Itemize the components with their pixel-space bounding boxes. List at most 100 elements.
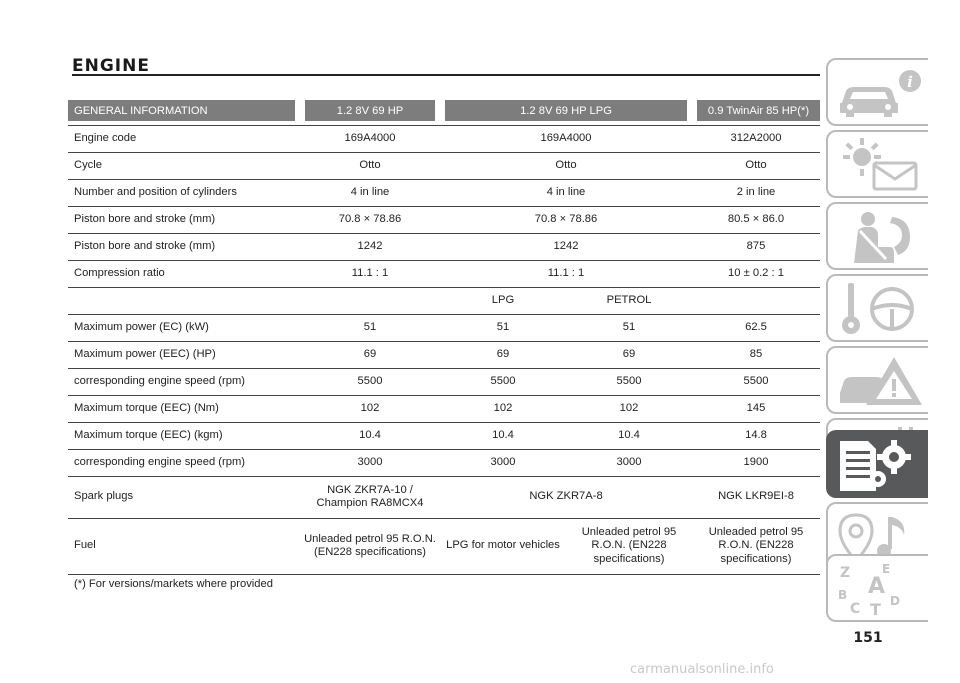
cell-value: 5500: [566, 368, 692, 396]
row-label: Maximum torque (EEC) (kgm): [68, 422, 300, 450]
row-label: corresponding engine speed (rpm): [68, 368, 300, 396]
cell-value: Unleaded petrol 95 R.O.N. (EN228 specifi…: [566, 518, 692, 575]
cell-value: 62.5: [692, 314, 820, 342]
subheader-lpg: LPG: [440, 287, 566, 315]
subheader-petrol: PETROL: [566, 287, 692, 315]
table-row: Maximum power (EEC) (HP) 69 69 69 85: [68, 341, 820, 369]
cell-value: 85: [692, 341, 820, 369]
row-label: Maximum power (EEC) (HP): [68, 341, 300, 369]
cell-value: 10.4: [566, 422, 692, 450]
cell-value: Unleaded petrol 95 R.O.N. (EN228 specifi…: [300, 518, 440, 575]
cell-value: 69: [300, 341, 440, 369]
cell-value: NGK ZKR7A-8: [440, 476, 692, 519]
cell-value: 875: [692, 233, 820, 261]
table-row: Piston bore and stroke (mm) 1242 1242 87…: [68, 233, 820, 261]
cell-value: 4 in line: [440, 179, 692, 207]
cell-value: NGK ZKR7A-10 / Champion RA8MCX4: [300, 476, 440, 519]
car-info-icon: i: [840, 70, 921, 117]
safety-seatbelt-airbag-icon: [854, 212, 910, 263]
table-row: Cycle Otto Otto Otto: [68, 152, 820, 180]
cell-value: 51: [300, 314, 440, 342]
svg-text:B: B: [838, 588, 847, 602]
cell-value: 3000: [300, 449, 440, 477]
cell-value: 69: [566, 341, 692, 369]
cell-value: 51: [440, 314, 566, 342]
table-row: Maximum power (EC) (kW) 51 51 51 62.5: [68, 314, 820, 342]
cell-value: 69: [440, 341, 566, 369]
svg-text:A: A: [868, 574, 885, 599]
cell-value: Otto: [440, 152, 692, 180]
row-label: Number and position of cylinders: [68, 179, 300, 207]
svg-text:D: D: [890, 594, 900, 608]
row-label: Compression ratio: [68, 260, 300, 288]
fuel-subheader-row: LPG PETROL: [68, 287, 820, 315]
header-general-information: GENERAL INFORMATION: [68, 100, 305, 121]
cell-value: 5500: [692, 368, 820, 396]
table-header-row: GENERAL INFORMATION 1.2 8V 69 HP 1.2 8V …: [68, 100, 820, 121]
svg-text:T: T: [870, 600, 881, 619]
table-row: Engine code 169A4000 169A4000 312A2000: [68, 125, 820, 153]
cell-value: 10.4: [440, 422, 566, 450]
cell-value: Otto: [692, 152, 820, 180]
watermark: carmanualsonline.info: [630, 662, 774, 677]
cell-value: 51: [566, 314, 692, 342]
cell-value: 169A4000: [300, 125, 440, 153]
cell-value: 312A2000: [692, 125, 820, 153]
table-row: corresponding engine speed (rpm) 3000 30…: [68, 449, 820, 477]
chapter-tab-starting-driving[interactable]: [826, 274, 928, 342]
page-number: 151: [853, 630, 883, 646]
row-label: Engine code: [68, 125, 300, 153]
header-spacer-row: [68, 121, 820, 126]
cell-value: 70.8 × 78.86: [440, 206, 692, 234]
cell-value: 11.1 : 1: [300, 260, 440, 288]
chapter-tab-technical-specifications[interactable]: [826, 430, 928, 498]
key-steering-wheel-icon: [842, 283, 914, 334]
cell-value: 70.8 × 78.86: [300, 206, 440, 234]
cell-value: 10 ± 0.2 : 1: [692, 260, 820, 288]
row-label: Maximum torque (EEC) (Nm): [68, 395, 300, 423]
row-label: Piston bore and stroke (mm): [68, 206, 300, 234]
table-row: Compression ratio 11.1 : 1 11.1 : 1 10 ±…: [68, 260, 820, 288]
header-1-2-8v-69hp: 1.2 8V 69 HP: [300, 100, 445, 121]
chapter-tab-warning-lights[interactable]: [826, 130, 928, 198]
cell-value: 11.1 : 1: [440, 260, 692, 288]
table-row: Piston bore and stroke (mm) 70.8 × 78.86…: [68, 206, 820, 234]
row-label: Fuel: [68, 518, 300, 575]
cell-value: 102: [440, 395, 566, 423]
table-row: Maximum torque (EEC) (Nm) 102 102 102 14…: [68, 395, 820, 423]
cell-value: 2 in line: [692, 179, 820, 207]
table-row: Maximum torque (EEC) (kgm) 10.4 10.4 10.…: [68, 422, 820, 450]
svg-text:E: E: [882, 562, 890, 576]
cell-value: 5500: [300, 368, 440, 396]
header-0-9-twinair: 0.9 TwinAir 85 HP(*): [692, 100, 820, 121]
title-rule: [72, 74, 820, 76]
cell-value: 10.4: [300, 422, 440, 450]
cell-value: NGK LKR9EI-8: [692, 476, 820, 519]
cell-value: 1242: [440, 233, 692, 261]
alphabetical-index-icon: Z E A B C T D: [838, 562, 900, 619]
row-label: Piston bore and stroke (mm): [68, 233, 300, 261]
cell-value: 145: [692, 395, 820, 423]
row-label: Spark plugs: [68, 476, 300, 519]
cell-value: 5500: [440, 368, 566, 396]
chapter-tab-knowing-your-car[interactable]: i: [826, 58, 928, 126]
cell-value: 102: [300, 395, 440, 423]
emergency-warning-triangle-icon: [840, 357, 922, 405]
row-label: Maximum power (EC) (kW): [68, 314, 300, 342]
cell-value: Otto: [300, 152, 440, 180]
cell-value: 102: [566, 395, 692, 423]
cell-value: 80.5 × 86.0: [692, 206, 820, 234]
engine-spec-table: GENERAL INFORMATION 1.2 8V 69 HP 1.2 8V …: [68, 100, 820, 575]
table-row: corresponding engine speed (rpm) 5500 55…: [68, 368, 820, 396]
chapter-tab-safety[interactable]: [826, 202, 928, 270]
chapter-tab-index[interactable]: Z E A B C T D: [826, 554, 928, 622]
table-row: Number and position of cylinders 4 in li…: [68, 179, 820, 207]
table-row-spark-plugs: Spark plugs NGK ZKR7A-10 / Champion RA8M…: [68, 476, 820, 519]
technical-specifications-icon: [840, 440, 911, 491]
header-1-2-8v-69hp-lpg: 1.2 8V 69 HP LPG: [440, 100, 697, 121]
warning-lights-message-icon: [843, 138, 918, 191]
row-label: corresponding engine speed (rpm): [68, 449, 300, 477]
svg-text:i: i: [907, 73, 913, 91]
chapter-tab-emergency[interactable]: [826, 346, 928, 414]
cell-value: 3000: [566, 449, 692, 477]
